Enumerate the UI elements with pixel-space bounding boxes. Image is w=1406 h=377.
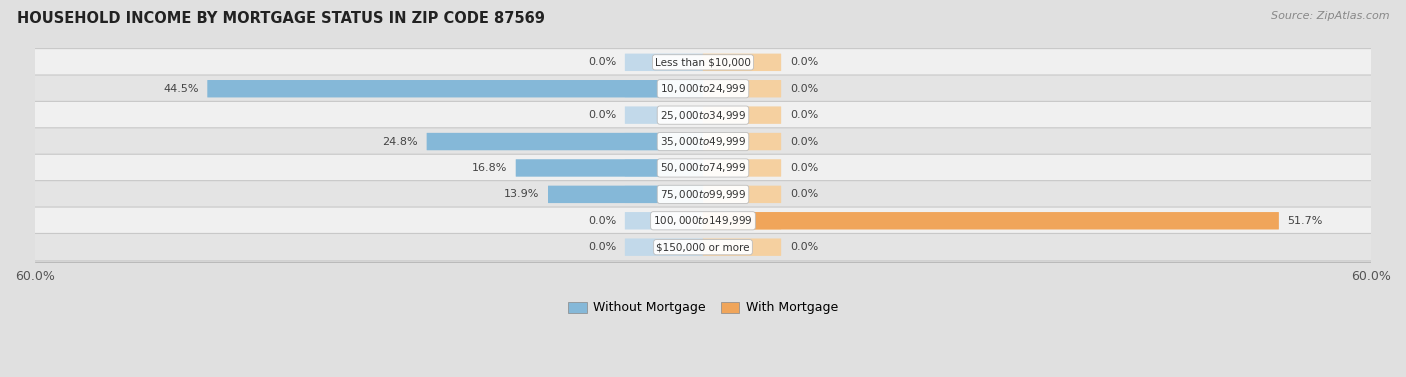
FancyBboxPatch shape	[703, 212, 782, 230]
Text: $35,000 to $49,999: $35,000 to $49,999	[659, 135, 747, 148]
FancyBboxPatch shape	[624, 212, 703, 230]
FancyBboxPatch shape	[703, 159, 782, 177]
FancyBboxPatch shape	[28, 49, 1378, 76]
FancyBboxPatch shape	[703, 54, 782, 71]
Text: $100,000 to $149,999: $100,000 to $149,999	[654, 214, 752, 227]
FancyBboxPatch shape	[624, 54, 703, 71]
Text: HOUSEHOLD INCOME BY MORTGAGE STATUS IN ZIP CODE 87569: HOUSEHOLD INCOME BY MORTGAGE STATUS IN Z…	[17, 11, 544, 26]
FancyBboxPatch shape	[426, 133, 703, 150]
Text: Less than $10,000: Less than $10,000	[655, 57, 751, 67]
Text: 0.0%: 0.0%	[790, 163, 818, 173]
Text: $50,000 to $74,999: $50,000 to $74,999	[659, 161, 747, 175]
Text: $10,000 to $24,999: $10,000 to $24,999	[659, 82, 747, 95]
Text: 51.7%: 51.7%	[1288, 216, 1323, 226]
FancyBboxPatch shape	[28, 154, 1378, 182]
Text: 0.0%: 0.0%	[588, 110, 616, 120]
FancyBboxPatch shape	[28, 101, 1378, 129]
FancyBboxPatch shape	[516, 159, 703, 177]
Text: 0.0%: 0.0%	[790, 84, 818, 94]
FancyBboxPatch shape	[28, 128, 1378, 155]
FancyBboxPatch shape	[28, 75, 1378, 103]
FancyBboxPatch shape	[28, 207, 1378, 234]
Text: 0.0%: 0.0%	[588, 216, 616, 226]
Text: 0.0%: 0.0%	[790, 110, 818, 120]
Text: 44.5%: 44.5%	[163, 84, 198, 94]
FancyBboxPatch shape	[703, 239, 782, 256]
Text: Source: ZipAtlas.com: Source: ZipAtlas.com	[1271, 11, 1389, 21]
FancyBboxPatch shape	[548, 185, 703, 203]
Text: 16.8%: 16.8%	[471, 163, 508, 173]
Text: 0.0%: 0.0%	[790, 57, 818, 67]
FancyBboxPatch shape	[624, 239, 703, 256]
Text: 0.0%: 0.0%	[588, 242, 616, 252]
Text: 24.8%: 24.8%	[382, 136, 418, 147]
FancyBboxPatch shape	[207, 80, 703, 97]
FancyBboxPatch shape	[703, 212, 1279, 230]
FancyBboxPatch shape	[703, 133, 782, 150]
FancyBboxPatch shape	[624, 133, 703, 150]
FancyBboxPatch shape	[624, 106, 703, 124]
FancyBboxPatch shape	[28, 233, 1378, 261]
Text: 0.0%: 0.0%	[588, 57, 616, 67]
FancyBboxPatch shape	[703, 80, 782, 97]
Text: 13.9%: 13.9%	[503, 189, 540, 199]
Text: $75,000 to $99,999: $75,000 to $99,999	[659, 188, 747, 201]
Text: $25,000 to $34,999: $25,000 to $34,999	[659, 109, 747, 122]
FancyBboxPatch shape	[624, 185, 703, 203]
FancyBboxPatch shape	[703, 185, 782, 203]
Text: 0.0%: 0.0%	[790, 242, 818, 252]
Text: $150,000 or more: $150,000 or more	[657, 242, 749, 252]
Text: 0.0%: 0.0%	[790, 136, 818, 147]
FancyBboxPatch shape	[624, 80, 703, 97]
Legend: Without Mortgage, With Mortgage: Without Mortgage, With Mortgage	[562, 296, 844, 319]
FancyBboxPatch shape	[703, 106, 782, 124]
FancyBboxPatch shape	[28, 181, 1378, 208]
FancyBboxPatch shape	[624, 159, 703, 177]
Text: 0.0%: 0.0%	[790, 189, 818, 199]
